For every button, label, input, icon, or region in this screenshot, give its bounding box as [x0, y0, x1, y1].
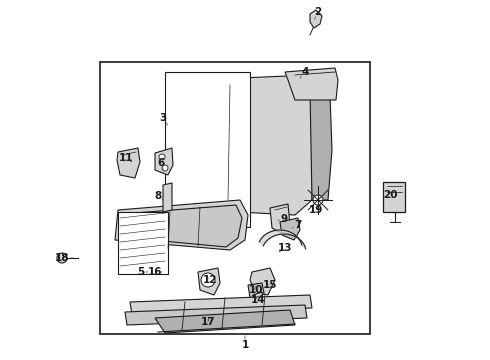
- Polygon shape: [163, 183, 172, 212]
- Polygon shape: [192, 75, 315, 215]
- Circle shape: [159, 154, 165, 160]
- Text: 16: 16: [148, 267, 162, 277]
- Circle shape: [57, 253, 67, 263]
- Polygon shape: [198, 268, 220, 295]
- Polygon shape: [259, 230, 306, 249]
- Text: 3: 3: [159, 113, 167, 123]
- Text: 13: 13: [278, 243, 292, 253]
- Polygon shape: [155, 148, 173, 175]
- Bar: [165, 72, 250, 227]
- Polygon shape: [125, 305, 307, 325]
- Text: 14: 14: [251, 295, 265, 305]
- Text: 9: 9: [280, 214, 288, 224]
- Polygon shape: [120, 205, 242, 247]
- Text: 6: 6: [157, 158, 165, 168]
- Text: 10: 10: [249, 285, 263, 295]
- Bar: [118, 212, 168, 274]
- Text: 7: 7: [294, 220, 302, 230]
- Polygon shape: [285, 68, 338, 100]
- Text: 8: 8: [154, 191, 162, 201]
- Text: 20: 20: [383, 190, 397, 200]
- Text: 18: 18: [55, 253, 69, 263]
- Circle shape: [201, 273, 215, 287]
- Text: 1: 1: [242, 340, 248, 350]
- Polygon shape: [310, 90, 332, 200]
- Bar: [100, 62, 370, 334]
- Text: 19: 19: [309, 205, 323, 215]
- Circle shape: [313, 195, 323, 205]
- Text: 15: 15: [263, 280, 277, 290]
- Text: 2: 2: [315, 7, 321, 17]
- Polygon shape: [155, 310, 295, 333]
- Polygon shape: [250, 268, 275, 295]
- Polygon shape: [115, 200, 248, 250]
- Text: 5: 5: [137, 267, 145, 277]
- Polygon shape: [196, 85, 240, 195]
- Polygon shape: [280, 218, 300, 240]
- Text: 17: 17: [201, 317, 215, 327]
- Polygon shape: [310, 10, 322, 28]
- Polygon shape: [130, 295, 312, 315]
- Bar: [383, 182, 405, 212]
- Text: 12: 12: [203, 275, 217, 285]
- Polygon shape: [270, 204, 290, 235]
- Polygon shape: [248, 283, 264, 302]
- Text: 11: 11: [119, 153, 133, 163]
- Text: 4: 4: [301, 67, 309, 77]
- Polygon shape: [117, 148, 140, 178]
- Circle shape: [162, 165, 168, 171]
- Polygon shape: [253, 292, 263, 306]
